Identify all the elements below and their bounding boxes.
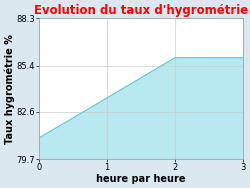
Y-axis label: Taux hygrométrie %: Taux hygrométrie % <box>4 34 15 144</box>
X-axis label: heure par heure: heure par heure <box>96 174 186 184</box>
Title: Evolution du taux d'hygrométrie: Evolution du taux d'hygrométrie <box>34 4 248 17</box>
